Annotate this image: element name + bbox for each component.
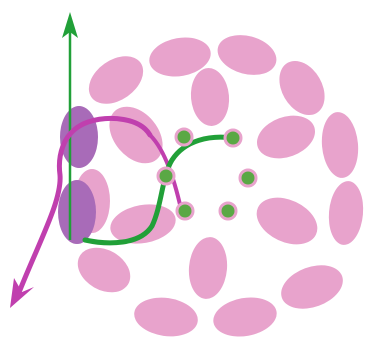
dot	[175, 201, 195, 221]
petal	[213, 297, 277, 337]
petal	[256, 115, 316, 159]
petal	[188, 237, 228, 299]
petal	[217, 35, 277, 75]
dot	[156, 166, 176, 186]
petal	[88, 56, 144, 104]
petal-overlap	[58, 180, 96, 244]
petal	[134, 297, 198, 337]
dot	[174, 127, 194, 147]
petal	[149, 37, 211, 77]
arrow-up-icon	[62, 12, 78, 38]
petal	[77, 247, 131, 293]
dot	[238, 168, 258, 188]
dot-cluster	[156, 127, 258, 221]
petal	[281, 265, 343, 309]
petal-ring	[74, 35, 364, 337]
petal	[328, 181, 364, 245]
petal	[110, 204, 176, 244]
petal	[256, 197, 318, 245]
dot	[218, 201, 238, 221]
arrow-down-left-icon	[10, 278, 34, 308]
green-trajectory	[82, 134, 236, 246]
petal	[190, 68, 230, 126]
petal	[279, 60, 325, 116]
dot	[223, 128, 243, 148]
petal	[109, 106, 163, 164]
petal	[321, 112, 359, 178]
